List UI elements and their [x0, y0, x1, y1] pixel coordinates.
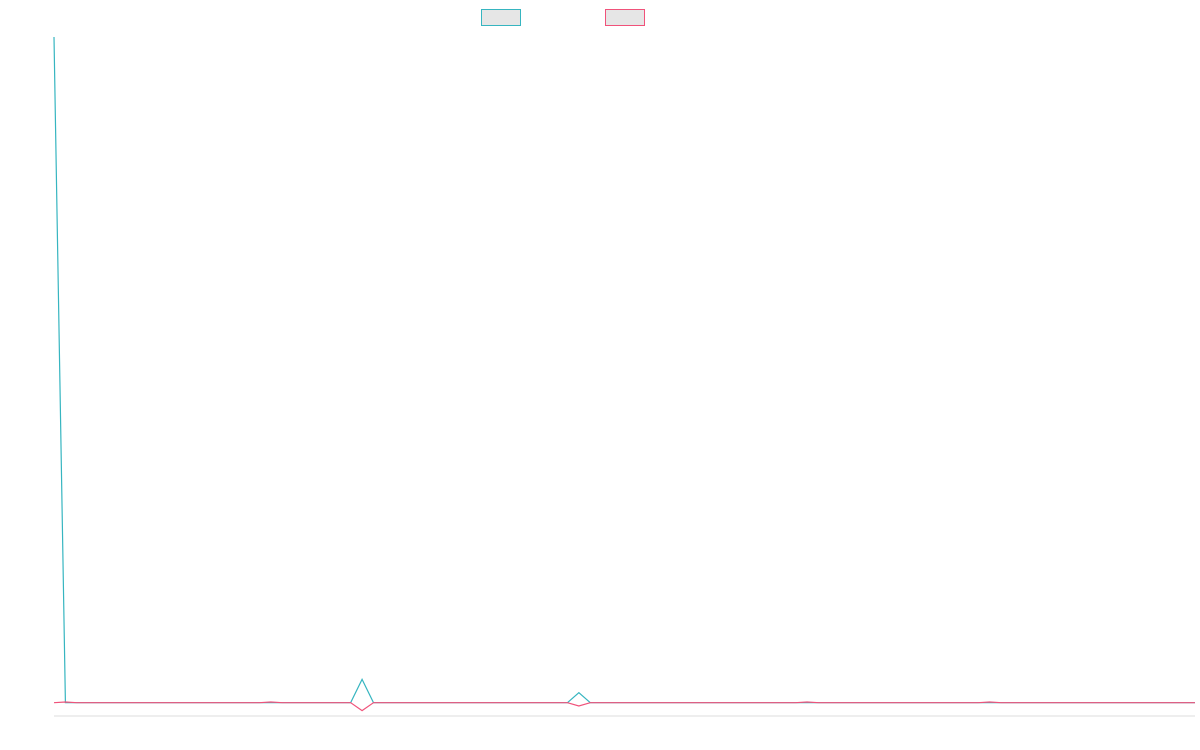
legend-swatch-2 — [605, 9, 645, 26]
chart-legend — [0, 9, 1200, 27]
series-line-2 — [53, 701, 1195, 712]
legend-swatch-1 — [481, 9, 521, 26]
legend-item-1[interactable] — [481, 9, 527, 26]
legend-item-2[interactable] — [605, 9, 651, 26]
series-line-1 — [53, 36, 1195, 704]
chart-series-layer — [53, 36, 1195, 712]
